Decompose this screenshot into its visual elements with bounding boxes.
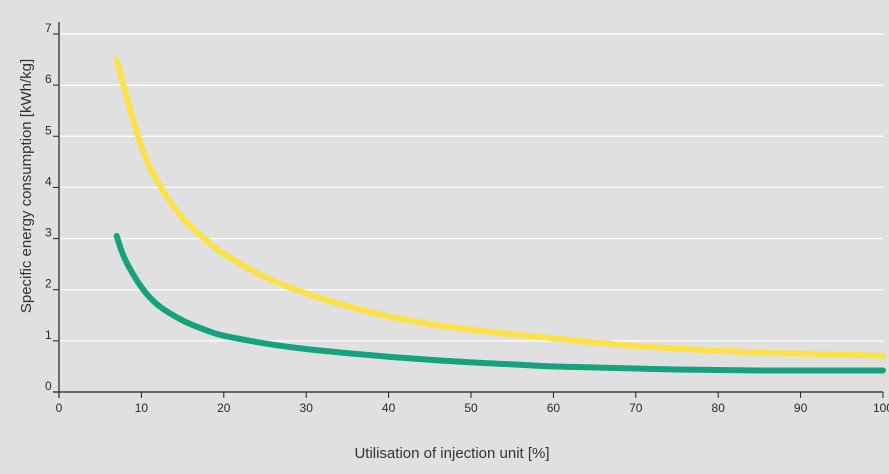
x-tick-label-80: 80: [712, 401, 726, 415]
series-line-1: [113, 56, 886, 359]
y-tick-label-2: 2: [45, 277, 52, 291]
x-tick-label-20: 20: [217, 401, 231, 415]
x-tick-label-10: 10: [135, 401, 149, 415]
x-tick-label-50: 50: [464, 401, 478, 415]
y-tick-label-1: 1: [45, 328, 52, 342]
x-tick-label-90: 90: [794, 401, 808, 415]
x-tick-label-30: 30: [300, 401, 314, 415]
series-line-2: [113, 233, 886, 374]
x-axis-title: Utilisation of injection unit [%]: [354, 445, 549, 462]
x-tick-label-60: 60: [547, 401, 561, 415]
x-tick-label-0: 0: [56, 401, 63, 415]
y-tick-label-5: 5: [45, 123, 52, 137]
x-tick-label-100: 100: [873, 401, 889, 415]
grid-lines: [59, 33, 883, 342]
y-tick-label-4: 4: [45, 174, 52, 188]
y-tick-label-7: 7: [45, 21, 52, 35]
x-tick-label-40: 40: [382, 401, 396, 415]
axes: [53, 22, 884, 398]
x-tick-label-70: 70: [629, 401, 643, 415]
y-tick-label-3: 3: [45, 226, 52, 240]
y-axis-title: Specific energy consumption [kWh/kg]: [18, 59, 35, 313]
y-tick-label-6: 6: [45, 72, 52, 86]
series-lines: [113, 56, 886, 374]
tick-labels: 0 10 20 30 40 50 60 70 80 90 100 0 1 2 3 4 5 6 7: [45, 21, 889, 415]
y-tick-label-0: 0: [45, 379, 52, 393]
